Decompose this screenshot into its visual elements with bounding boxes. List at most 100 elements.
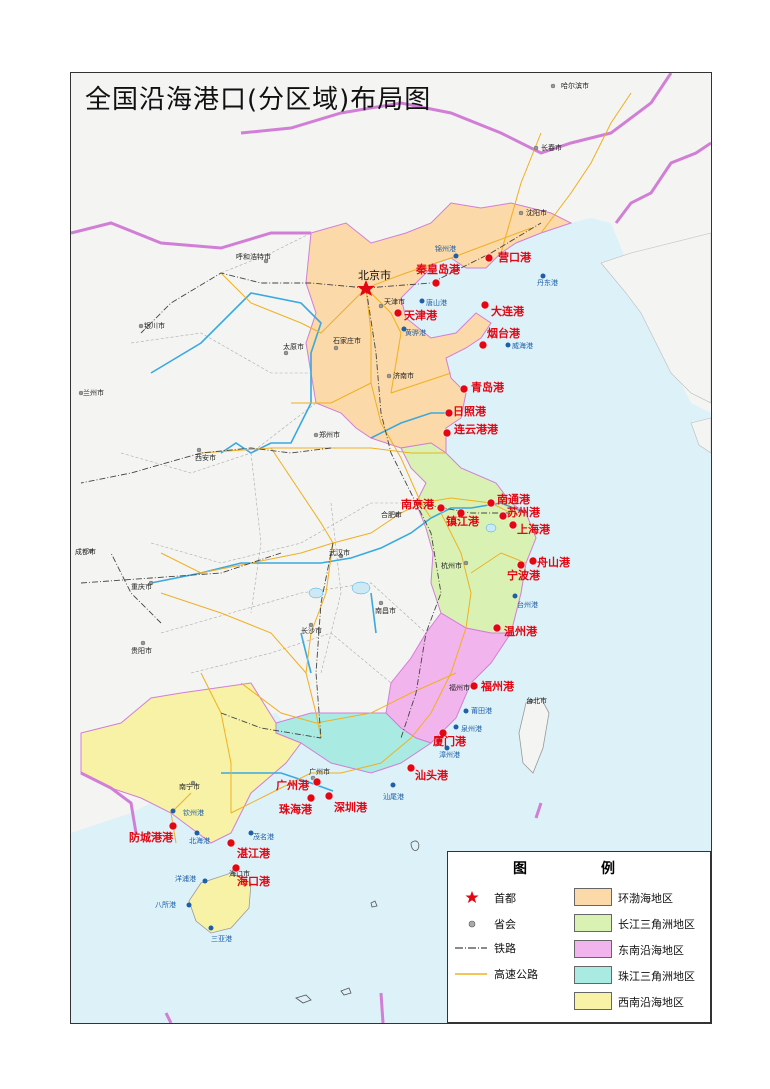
railways: [80, 222, 542, 739]
legend-label-capital: 首都: [494, 892, 516, 905]
city-label: 沈阳市: [526, 208, 547, 217]
city-label: 长春市: [541, 143, 562, 152]
city-label: 兰州市: [83, 388, 104, 397]
city-label: 太原市: [283, 342, 304, 351]
city-label: 哈尔滨市: [561, 81, 589, 90]
minor-port-label: 威海港: [512, 341, 533, 350]
hainan-island: [188, 872, 252, 934]
major-port-dots: [168, 253, 538, 873]
city-label: 武汉市: [329, 548, 350, 557]
city-label: 长沙市: [301, 626, 322, 635]
lake-poyang: [351, 581, 371, 595]
city-label: 成都市: [75, 547, 96, 556]
major-port-label: 天津港: [404, 308, 438, 322]
major-port-label: 珠海港: [279, 802, 313, 816]
legend-dot-icon: [468, 920, 476, 928]
major-port-labels: 秦皇岛港 营口港 天津港 大连港 烟台港 青岛港 日照港 连云港港 南京港 南通…: [129, 250, 571, 888]
city-labels: 哈尔滨市 长春市 沈阳市 呼和浩特市 天津市 石家庄市 太原市 济南市 银川市 …: [75, 81, 589, 878]
city-label: 台北市: [526, 696, 547, 705]
major-port-label: 厦门港: [433, 734, 467, 748]
legend-star-icon: [465, 891, 479, 903]
minor-port-label: 泉州港: [461, 724, 482, 733]
minor-port-label: 八所港: [155, 900, 176, 909]
minor-port-label: 汕尾港: [383, 792, 404, 801]
city-label: 南昌市: [375, 606, 396, 615]
major-port-label: 日照港: [453, 404, 487, 418]
major-port-label: 舟山港: [537, 555, 571, 569]
city-label: 福州市: [449, 683, 470, 692]
major-port-label: 深圳港: [334, 800, 368, 814]
map-title: 全国沿海港口(分区域)布局图: [85, 85, 432, 115]
major-port-label: 上海港: [517, 522, 551, 536]
legend-swatch-southeast: [574, 940, 612, 958]
major-port-label: 福州港: [480, 679, 515, 693]
major-port-label: 汕头港: [415, 768, 449, 782]
city-label: 重庆市: [131, 582, 152, 591]
minor-port-label: 黄骅港: [405, 328, 426, 337]
major-port-label: 南通港: [497, 492, 531, 506]
city-label: 郑州市: [319, 430, 340, 439]
legend-swatch-pearl: [574, 966, 612, 984]
capital-label: 北京市: [358, 268, 391, 282]
legend-label-province-capital: 省会: [494, 918, 516, 931]
major-port-label: 镇江港: [446, 514, 480, 528]
major-port-label: 烟台港: [487, 326, 521, 340]
major-port-label: 营口港: [498, 250, 532, 264]
major-port-label: 温州港: [504, 624, 538, 638]
province-borders: [120, 232, 427, 684]
city-label: 南宁市: [179, 782, 200, 791]
legend-label-pearl: 珠江三角洲地区: [618, 970, 695, 983]
city-label: 呼和浩特市: [236, 252, 271, 261]
major-port-label: 湛江港: [237, 846, 271, 860]
minor-port-label: 莆田港: [471, 706, 492, 715]
legend-panel: 图 例 首都 省会 铁路 高速公路 环渤海地区 长江三角洲地区 东南沿海地区 珠…: [447, 851, 711, 1023]
minor-port-label: 茂名港: [253, 832, 274, 841]
minor-port-label: 洋浦港: [175, 874, 196, 883]
city-label: 济南市: [393, 371, 414, 380]
city-label: 广州市: [309, 767, 330, 776]
south-sea-islands: [295, 840, 420, 1004]
minor-port-label: 丹东港: [537, 278, 558, 287]
legend-label-yangtze: 长江三角洲地区: [618, 918, 695, 931]
minor-port-label: 漳州港: [439, 750, 460, 759]
minor-port-dots: [170, 253, 546, 931]
legend-highway-icon: [455, 973, 487, 975]
highways: [160, 92, 632, 844]
major-port-label: 连云港港: [454, 422, 499, 436]
legend-label-southeast: 东南沿海地区: [618, 944, 684, 957]
major-port-label: 南京港: [401, 497, 435, 511]
region-bohai: [305, 202, 573, 454]
minor-port-label: 锦州港: [435, 244, 456, 253]
region-southwest: [80, 682, 302, 844]
city-label: 天津市: [384, 297, 405, 306]
minor-port-labels: 锦州港 丹东港 唐山港 黄骅港 威海港 台州港 莆田港 泉州港 漳州港 汕尾港 …: [155, 244, 558, 943]
taiwan-island: [518, 697, 550, 774]
major-port-label: 海口港: [237, 874, 271, 888]
major-port-label: 宁波港: [507, 568, 541, 582]
city-label: 石家庄市: [333, 336, 361, 345]
lake-taihu: [485, 523, 497, 533]
legend-swatch-southwest: [574, 992, 612, 1010]
major-port-label: 秦皇岛港: [415, 262, 461, 276]
legend-label-southwest: 西南沿海地区: [618, 996, 684, 1009]
city-label: 贵阳市: [131, 646, 152, 655]
major-port-label: 防城港港: [129, 830, 174, 844]
legend-label-railway: 铁路: [494, 942, 516, 955]
capital-star-icon: [357, 280, 375, 296]
minor-port-label: 台州港: [517, 600, 538, 609]
map-canvas: 北京市 哈尔滨市 长春市 沈阳市 呼和浩特市 天津市 石家庄市 太原市 济南市 …: [71, 73, 711, 1023]
lake-dongting: [308, 587, 324, 599]
city-label: 合肥市: [381, 510, 402, 519]
major-port-label: 大连港: [491, 304, 525, 318]
legend-label-highway: 高速公路: [494, 968, 538, 981]
city-label: 西安市: [195, 453, 216, 462]
minor-port-label: 唐山港: [426, 298, 447, 307]
korea-landmass: [600, 232, 711, 404]
major-port-label: 苏州港: [507, 505, 541, 519]
legend-swatch-yangtze: [574, 914, 612, 932]
legend-railway-icon: [455, 947, 487, 949]
city-label: 海口市: [229, 869, 250, 878]
major-port-label: 青岛港: [471, 380, 505, 394]
japan-island: [690, 417, 711, 454]
legend-label-bohai: 环渤海地区: [618, 892, 673, 905]
